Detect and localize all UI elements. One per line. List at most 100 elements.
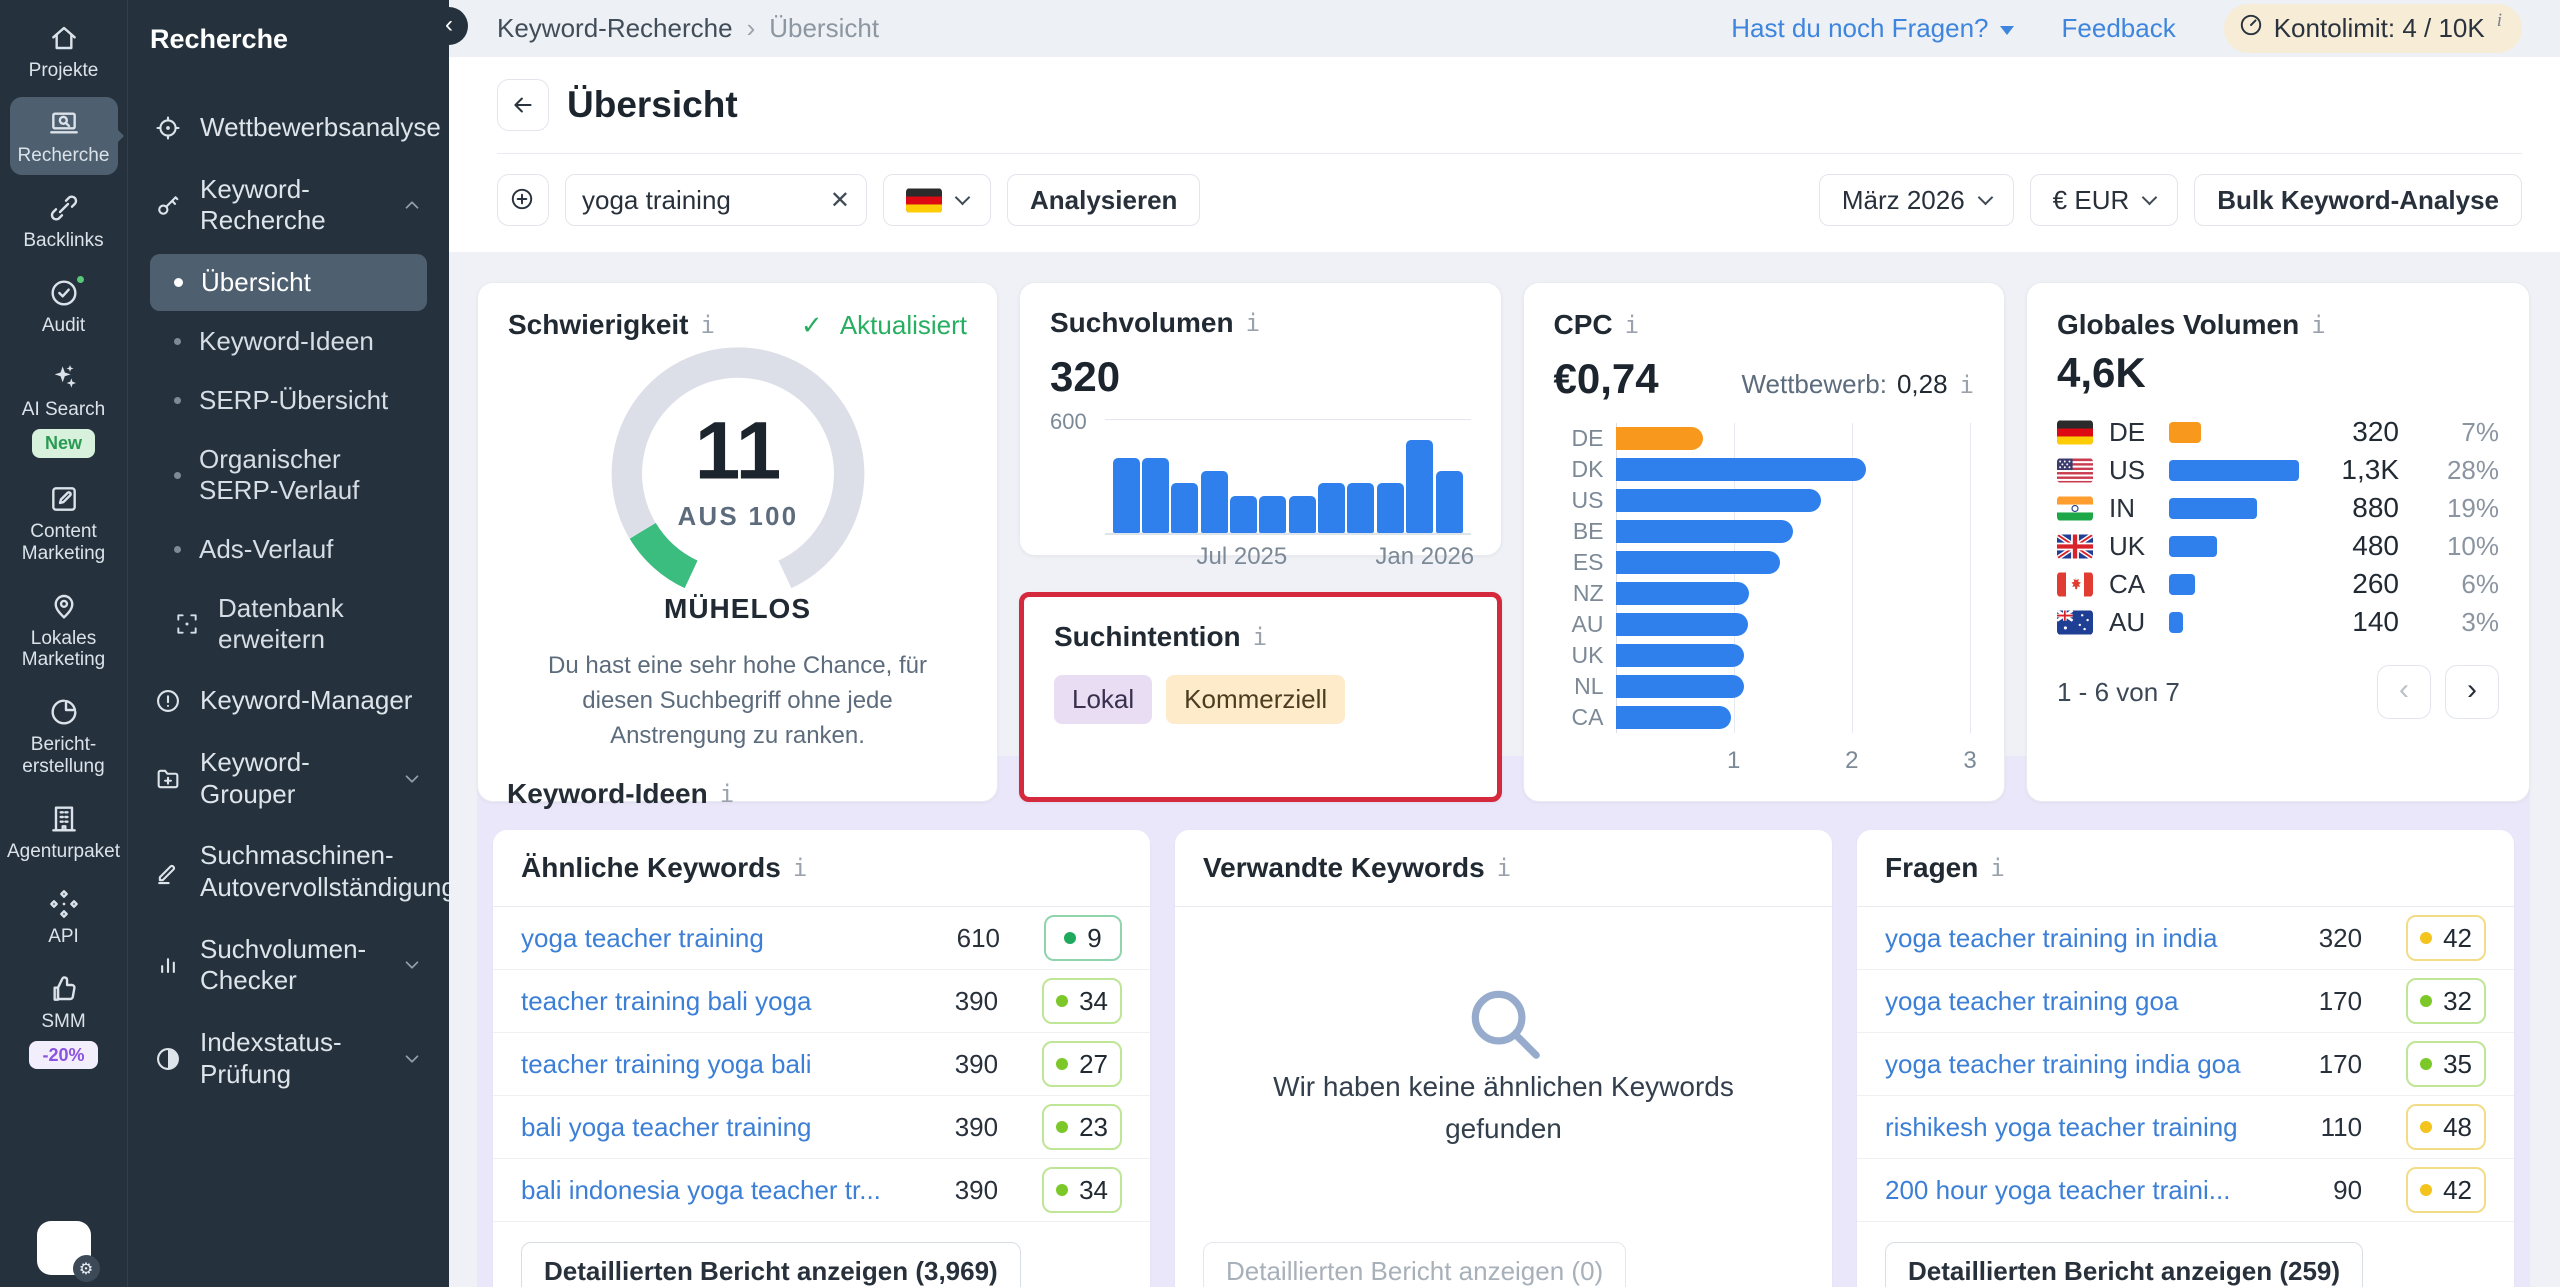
pagination-prev-button[interactable]: ‹ (2377, 665, 2431, 719)
currency-selector[interactable]: € EUR (2030, 174, 2179, 226)
global-volume-row: US1,3K28% (2057, 451, 2499, 489)
nav-item-label: Suchmaschinen-Autovervollständigung (200, 840, 449, 903)
icon-rail: Projekte RechercheBacklinksAuditAI Search… (0, 0, 127, 1287)
rail-item-api[interactable]: API (10, 878, 118, 956)
difficulty-dot-icon (1064, 932, 1076, 944)
keyword-link[interactable]: teacher training bali yoga (521, 986, 906, 1017)
analyze-button[interactable]: Analysieren (1007, 174, 1200, 226)
flag-in-icon (2057, 496, 2093, 521)
nav-item-serp-bersicht[interactable]: SERP-Übersicht (150, 372, 427, 429)
sidebar-collapse-button[interactable]: ‹ (430, 7, 468, 45)
keyword-volume: 390 (918, 986, 998, 1017)
keyword-link[interactable]: 200 hour yoga teacher traini... (1885, 1175, 2270, 1206)
clear-input-icon[interactable]: ✕ (830, 186, 850, 215)
cpc-country-label: US (1554, 487, 1604, 514)
global-volume-row: DE3207% (2057, 413, 2499, 451)
country-selector[interactable] (883, 174, 991, 226)
rail-item-recherche[interactable]: Recherche (10, 97, 118, 175)
country-volume: 1,3K (2315, 454, 2399, 486)
keyword-link[interactable]: yoga teacher training goa (1885, 986, 2270, 1017)
keyword-link[interactable]: bali indonesia yoga teacher tr... (521, 1175, 906, 1206)
questions-label: Hast du noch Fragen? (1731, 13, 1988, 44)
nav-item-indexstatus-pr-fung[interactable]: Indexstatus-Prüfung (150, 1012, 427, 1105)
nav-item-wettbewerbsanalyse[interactable]: Wettbewerbsanalyse (150, 97, 427, 159)
feedback-link[interactable]: Feedback (2062, 13, 2176, 44)
cpc-by-country-chart: DEDKUSBEESNZAUUKNLCA 123 (1554, 423, 1975, 775)
nav-item-keyword-ideen[interactable]: Keyword-Ideen (150, 313, 427, 370)
gear-icon[interactable]: ⚙ (73, 1255, 100, 1282)
rail-item-bericht-erstellung[interactable]: Bericht-erstellung (10, 686, 118, 786)
nav-item-ads-verlauf[interactable]: Ads-Verlauf (150, 521, 427, 578)
keyword-link[interactable]: yoga teacher training india goa (1885, 1049, 2270, 1080)
rail-item-projekte[interactable]: Projekte (10, 12, 118, 90)
updated-status: ✓ Aktualisiert (801, 310, 967, 341)
detailed-report-button[interactable]: Detaillierten Bericht anzeigen (259) (1885, 1242, 2363, 1287)
rail-item-content-marketing[interactable]: Content Marketing (10, 473, 118, 573)
bullet-icon (174, 546, 181, 553)
nav-item-bersicht[interactable]: Übersicht (150, 254, 427, 311)
rail-item-backlinks[interactable]: Backlinks (10, 182, 118, 260)
keyword-link[interactable]: teacher training yoga bali (521, 1049, 906, 1080)
rail-item-label: Projekte (29, 60, 99, 82)
pagination-next-button[interactable]: › (2445, 665, 2499, 719)
nav-item-keyword-grouper[interactable]: Keyword-Grouper (150, 732, 427, 825)
keyword-ideas-section: Keyword-Ideen i Ähnliche Keywordsiyoga t… (477, 756, 2530, 1287)
empty-state-text: Wir haben keine ähnlichen Keywordsgefund… (1273, 1066, 1734, 1150)
info-icon[interactable]: i (1625, 311, 1639, 339)
breadcrumb-parent[interactable]: Keyword-Recherche (497, 13, 733, 44)
keyword-link[interactable]: yoga teacher training (521, 923, 908, 954)
side-navigation: Recherche Wettbewerbsanalyse Keyword-Rech… (127, 0, 449, 1287)
info-icon[interactable]: i (1990, 854, 2004, 882)
rail-item-audit[interactable]: Audit (10, 267, 118, 345)
bulk-analysis-button[interactable]: Bulk Keyword-Analyse (2194, 174, 2522, 226)
bullet-icon (174, 278, 183, 287)
global-volume-bar (2169, 536, 2217, 557)
keyword-link[interactable]: bali yoga teacher training (521, 1112, 906, 1143)
info-icon[interactable]: i (720, 780, 734, 808)
info-icon[interactable]: i (1497, 854, 1511, 882)
account-limit-badge: Kontolimit: 4 / 10K i (2224, 4, 2522, 53)
cpc-country-label: BE (1554, 518, 1604, 545)
keyword-volume: 110 (2282, 1112, 2362, 1143)
rail-item-ai-search[interactable]: AI SearchNew (10, 351, 118, 466)
info-icon[interactable]: i (793, 854, 807, 882)
nav-item-suchmaschinen-autovervollst-ndigung[interactable]: Suchmaschinen-Autovervollständigung (150, 825, 427, 918)
back-button[interactable] (497, 79, 549, 131)
add-keyword-button[interactable] (497, 174, 549, 226)
keyword-input[interactable]: yoga training ✕ (565, 174, 867, 226)
keyword-link[interactable]: yoga teacher training in india (1885, 923, 2270, 954)
rail-item-agenturpaket[interactable]: Agenturpaket (10, 793, 118, 871)
keyword-volume: 390 (918, 1175, 998, 1206)
detailed-report-button[interactable]: Detaillierten Bericht anzeigen (0) (1203, 1242, 1626, 1287)
nav-section-title: Recherche (150, 24, 427, 55)
difficulty-description: Du hast eine sehr hohe Chance, für diese… (518, 649, 958, 753)
keyword-volume: 90 (2282, 1175, 2362, 1206)
nav-item-keyword-recherche[interactable]: Keyword-Recherche (150, 159, 427, 252)
cpc-bar (1616, 427, 1704, 450)
keyword-row: 200 hour yoga teacher traini...9042 (1857, 1159, 2514, 1222)
questions-dropdown[interactable]: Hast du noch Fragen? (1731, 13, 2013, 44)
info-icon[interactable]: i (1253, 623, 1267, 651)
ideas-card-questions: Frageniyoga teacher training in india320… (1857, 830, 2514, 1287)
keyword-row: yoga teacher training india goa17035 (1857, 1033, 2514, 1096)
nav-item-label: Keyword-Recherche (200, 174, 383, 237)
nav-item-organischer-serp-verlauf[interactable]: Organischer SERP-Verlauf (150, 431, 427, 519)
info-icon[interactable]: i (2497, 10, 2502, 32)
rail-item-smm[interactable]: SMM-20% (10, 963, 118, 1078)
expand-icon (174, 611, 200, 637)
info-icon[interactable]: i (1960, 371, 1974, 399)
nav-item-suchvolumen-checker[interactable]: Suchvolumen-Checker (150, 919, 427, 1012)
nav-item-label: Datenbank erweitern (218, 593, 417, 655)
detailed-report-button[interactable]: Detaillierten Bericht anzeigen (3,969) (521, 1242, 1021, 1287)
rail-item-label: Lokales Marketing (12, 628, 116, 672)
info-icon[interactable]: i (701, 311, 715, 339)
nav-item-datenbank-erweitern[interactable]: Datenbank erweitern (150, 580, 427, 668)
info-icon[interactable]: i (1246, 309, 1260, 337)
month-selector[interactable]: März 2026 (1819, 174, 2014, 226)
keyword-link[interactable]: rishikesh yoga teacher training (1885, 1112, 2270, 1143)
avatar[interactable]: ⚙ (37, 1221, 91, 1275)
nav-item-keyword-manager[interactable]: Keyword-Manager (150, 670, 427, 732)
building-icon (48, 803, 80, 835)
info-icon[interactable]: i (2311, 311, 2325, 339)
rail-item-lokales-marketing[interactable]: Lokales Marketing (10, 580, 118, 680)
